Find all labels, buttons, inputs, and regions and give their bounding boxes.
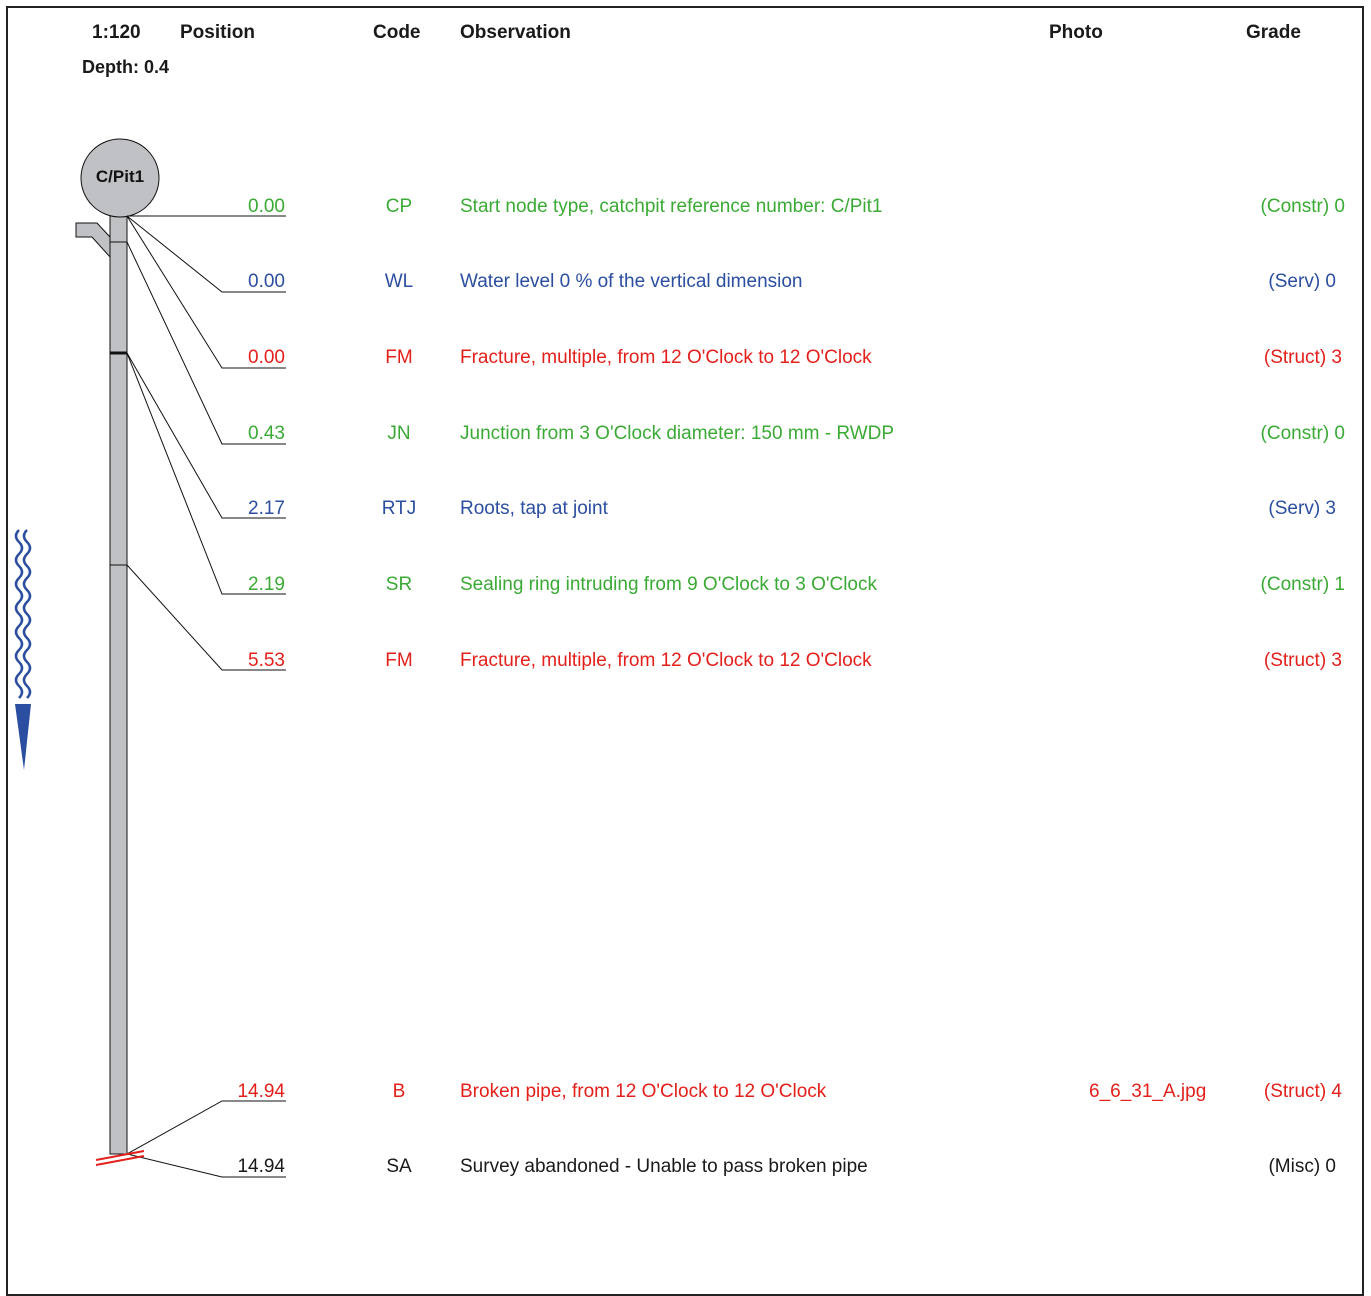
code-value: B — [392, 1081, 406, 1102]
code-value: FM — [385, 650, 413, 671]
position-value: 0.00 — [248, 271, 285, 292]
photo-link[interactable]: 6_6_31_A.jpg — [1089, 1081, 1207, 1102]
observation-text: Broken pipe, from 12 O'Clock to 12 O'Clo… — [460, 1081, 827, 1102]
position-value: 0.00 — [248, 347, 285, 368]
scale-label: 1:120 — [92, 22, 141, 43]
observation-text: Survey abandoned - Unable to pass broken… — [460, 1156, 868, 1177]
code-value: SR — [385, 574, 413, 595]
grade-value: (Struct) 3 — [1263, 347, 1342, 368]
observation-text: Junction from 3 O'Clock diameter: 150 mm… — [460, 423, 895, 444]
start-node-circle — [80, 138, 160, 218]
position-value: 0.43 — [248, 423, 285, 444]
broken-pipe-mark — [95, 1150, 145, 1166]
leader-lines — [126, 215, 286, 1178]
position-value: 14.94 — [237, 1156, 285, 1177]
grade-value: (Constr) 0 — [1260, 423, 1345, 444]
position-header: Position — [180, 22, 255, 43]
observation-text: Water level 0 % of the vertical dimensio… — [460, 271, 803, 292]
position-value: 2.17 — [248, 498, 285, 519]
grade-value: (Serv) 0 — [1268, 271, 1336, 292]
observation-text: Start node type, catchpit reference numb… — [460, 196, 883, 217]
code-value: WL — [384, 271, 414, 292]
code-value: FM — [385, 347, 413, 368]
grade-value: (Struct) 4 — [1263, 1081, 1342, 1102]
pipe-body — [109, 215, 128, 1155]
observation-text: Fracture, multiple, from 12 O'Clock to 1… — [460, 347, 872, 368]
photo-header: Photo — [1049, 22, 1103, 43]
code-value: CP — [385, 196, 413, 217]
position-value: 5.53 — [248, 650, 285, 671]
grade-value: (Constr) 1 — [1260, 574, 1345, 595]
junction-stub — [75, 222, 111, 259]
depth-label: Depth: 0.4 — [82, 57, 170, 77]
observation-header: Observation — [460, 22, 571, 43]
code-value: SA — [386, 1156, 412, 1177]
start-node-label: C/Pit1 — [95, 167, 145, 186]
grade-value: (Struct) 3 — [1263, 650, 1342, 671]
observation-text: Fracture, multiple, from 12 O'Clock to 1… — [460, 650, 872, 671]
flow-direction-icon — [14, 529, 32, 770]
position-value: 14.94 — [237, 1081, 285, 1102]
observation-text: Sealing ring intruding from 9 O'Clock to… — [460, 574, 877, 595]
grade-header: Grade — [1246, 22, 1301, 43]
code-value: RTJ — [381, 498, 417, 519]
position-value: 2.19 — [248, 574, 285, 595]
observation-text: Roots, tap at joint — [460, 498, 608, 519]
grade-value: (Constr) 0 — [1260, 196, 1345, 217]
grade-value: (Serv) 3 — [1268, 498, 1336, 519]
code-header: Code — [373, 22, 421, 43]
grade-value: (Misc) 0 — [1268, 1156, 1336, 1177]
position-value: 0.00 — [248, 196, 285, 217]
code-value: JN — [387, 423, 411, 444]
